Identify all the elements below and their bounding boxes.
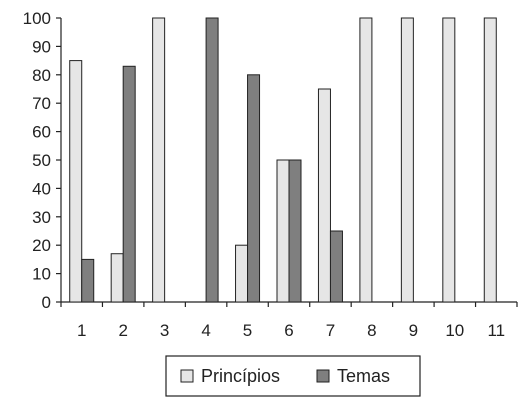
y-tick-label: 0 bbox=[42, 293, 51, 312]
y-tick-label: 20 bbox=[32, 236, 51, 255]
bar-principios-6 bbox=[276, 159, 290, 303]
bar-principios-1 bbox=[69, 60, 83, 303]
x-tick-label: 11 bbox=[487, 321, 505, 340]
bar-principios-9 bbox=[400, 17, 414, 303]
bar-temas-1 bbox=[81, 258, 95, 303]
x-tick-label: 3 bbox=[160, 321, 169, 340]
y-tick-label: 40 bbox=[32, 179, 51, 198]
legend-frame bbox=[165, 355, 421, 397]
x-tick-label: 6 bbox=[284, 321, 293, 340]
x-tick-label: 9 bbox=[409, 321, 418, 340]
y-tick-label: 10 bbox=[32, 265, 51, 284]
y-tick-label: 90 bbox=[32, 37, 51, 56]
y-tick-label: 30 bbox=[32, 208, 51, 227]
bar-temas-2 bbox=[122, 65, 136, 303]
legend-swatch-temas bbox=[316, 369, 330, 383]
y-tick-label: 100 bbox=[23, 9, 51, 28]
x-tick-label: 2 bbox=[118, 321, 127, 340]
bar-temas-6 bbox=[288, 159, 302, 303]
bar-temas-7 bbox=[329, 230, 343, 303]
bar-temas-4 bbox=[205, 17, 219, 303]
bar-principios-3 bbox=[152, 17, 166, 303]
bar-principios-11 bbox=[483, 17, 497, 303]
x-tick-label: 8 bbox=[367, 321, 376, 340]
x-tick-label: 7 bbox=[326, 321, 335, 340]
legend-swatch-principios bbox=[180, 369, 194, 383]
y-axis: 0 10 20 30 40 50 60 70 80 90 100 bbox=[23, 9, 62, 312]
x-tick-label: 1 bbox=[77, 321, 86, 340]
x-tick-label: 5 bbox=[243, 321, 252, 340]
x-tick-label: 10 bbox=[445, 321, 464, 340]
bar-principios-2 bbox=[110, 253, 124, 303]
y-tick-label: 60 bbox=[32, 123, 51, 142]
bar-principios-7 bbox=[317, 88, 331, 303]
bar-principios-10 bbox=[442, 17, 456, 303]
x-tick-label: 4 bbox=[201, 321, 210, 340]
y-tick-label: 70 bbox=[32, 94, 51, 113]
y-tick-label: 50 bbox=[32, 151, 51, 170]
bar-principios-5 bbox=[235, 244, 249, 303]
legend-label-temas: Temas bbox=[337, 366, 390, 386]
legend: Princípios Temas bbox=[165, 355, 421, 397]
legend-label-principios: Princípios bbox=[201, 366, 280, 386]
bar-principios-8 bbox=[359, 17, 373, 303]
bars bbox=[69, 17, 497, 303]
bar-temas-5 bbox=[247, 74, 261, 303]
y-tick-label: 80 bbox=[32, 66, 51, 85]
x-axis: 1 2 3 4 5 6 7 8 9 10 11 bbox=[60, 301, 518, 340]
